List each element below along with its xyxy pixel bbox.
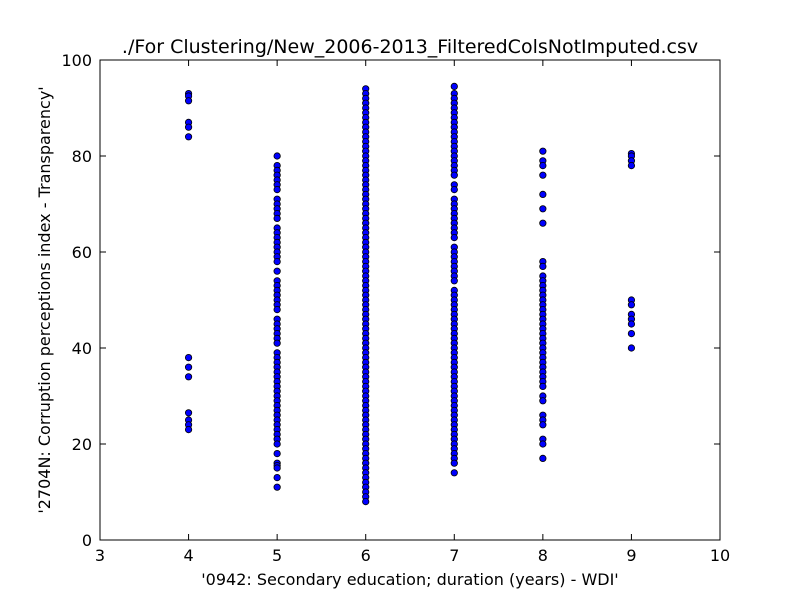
plot-area [100, 60, 720, 540]
data-point [184, 353, 193, 362]
data-point [450, 234, 458, 242]
x-tick-label: 6 [361, 546, 371, 565]
data-point [539, 454, 547, 462]
data-point [450, 82, 458, 91]
x-tick-label: 4 [183, 546, 193, 565]
y-tick-label: 80 [72, 147, 92, 166]
data-point [627, 344, 636, 352]
data-point [273, 152, 281, 160]
data-point [450, 171, 458, 179]
x-tick-label: 5 [272, 546, 282, 565]
y-tick-label: 60 [72, 243, 92, 262]
data-point [184, 123, 193, 131]
data-point [184, 409, 193, 417]
plot-frame [99, 59, 721, 541]
data-point [184, 425, 193, 434]
data-point [273, 473, 281, 482]
data-point [450, 186, 458, 194]
y-tick-label: 100 [61, 51, 92, 70]
data-point [273, 267, 281, 275]
data-point [539, 262, 547, 270]
data-point [273, 257, 281, 266]
data-point [539, 190, 547, 198]
data-point [273, 440, 281, 448]
x-tick-label: 10 [710, 546, 730, 565]
data-point [539, 205, 547, 213]
chart-title: ./For Clustering/New_2006-2013_FilteredC… [122, 36, 698, 58]
y-tick-label: 0 [82, 531, 92, 550]
data-point [539, 219, 547, 227]
data-point [273, 339, 281, 347]
data-point [273, 305, 281, 314]
data-point [539, 397, 547, 405]
x-tick-label: 3 [95, 546, 105, 565]
data-point [539, 421, 547, 429]
data-point [450, 277, 458, 285]
data-point [273, 214, 281, 222]
data-point [184, 97, 193, 105]
y-axis-label: '2704N: Corruption perceptions index - T… [35, 86, 54, 513]
data-point [450, 459, 458, 467]
data-point [450, 469, 458, 477]
data-point [627, 301, 636, 309]
data-point [184, 363, 193, 371]
data-point [362, 497, 370, 506]
data-point [273, 483, 281, 491]
data-point [539, 147, 547, 155]
x-tick-label: 9 [626, 546, 636, 565]
data-point [273, 449, 281, 458]
x-axis-label: '0942: Secondary education; duration (ye… [201, 570, 618, 589]
data-point [627, 320, 636, 328]
data-point [184, 133, 193, 141]
data-points [184, 82, 636, 506]
data-point [539, 440, 547, 448]
data-point [539, 162, 547, 170]
data-point [627, 329, 636, 338]
data-point [539, 382, 547, 390]
data-point [627, 162, 636, 170]
x-tick-label: 7 [449, 546, 459, 565]
y-tick-label: 20 [72, 435, 92, 454]
data-point [273, 186, 281, 194]
y-tick-label: 40 [72, 339, 92, 358]
data-point [539, 171, 547, 179]
data-point [184, 373, 193, 381]
data-point [273, 464, 281, 472]
x-tick-label: 8 [538, 546, 548, 565]
